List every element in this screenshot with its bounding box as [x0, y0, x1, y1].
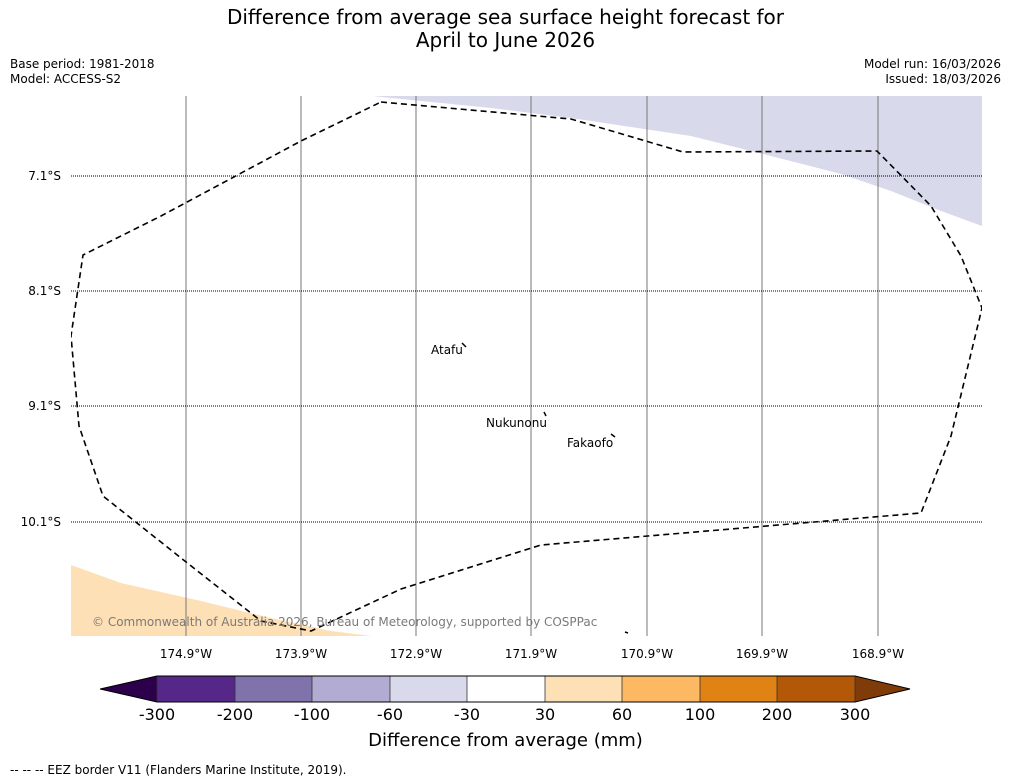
meridian-lines — [185, 96, 879, 636]
colorbar-extend-low — [100, 676, 157, 702]
lon-label-172-9w: 172.9°W — [389, 647, 443, 661]
model-name: Model: ACCESS-S2 — [10, 72, 122, 86]
place-fakaofo: Fakaofo — [567, 436, 614, 450]
parallel-lines — [71, 175, 982, 523]
base-period: Base period: 1981-2018 — [10, 57, 155, 71]
place-nukunonu: Nukunonu — [486, 416, 547, 430]
colorbar-tick-neg300: -300 — [138, 705, 176, 724]
island-atafu — [461, 342, 467, 348]
colorbar-tick-neg30: -30 — [453, 705, 481, 724]
meta-left: Base period: 1981-2018 Model: ACCESS-S2 — [10, 57, 155, 87]
colorbar-bin-1 — [157, 676, 235, 702]
colorbar-tick-neg60: -60 — [376, 705, 404, 724]
eez-border — [71, 101, 982, 632]
place-atafu: Atafu — [431, 343, 463, 357]
map-svg — [71, 96, 982, 636]
lon-label-171-9w: 171.9°W — [504, 647, 558, 661]
colorbar-bin-6 — [545, 676, 622, 702]
lon-label-174-9w: 174.9°W — [159, 647, 213, 661]
colorbar-outline — [100, 675, 911, 703]
lat-label-10-1s: 10.1°S — [20, 515, 61, 529]
issued-date: Issued: 18/03/2026 — [885, 72, 1001, 86]
colorbar-bin-3 — [312, 676, 390, 702]
colorbar-tick-60: 60 — [611, 705, 633, 724]
colorbar-bin-4 — [390, 676, 467, 702]
colorbar-bin-2 — [235, 676, 312, 702]
eez-legend-note: -- -- -- EEZ border V11 (Flanders Marine… — [10, 763, 347, 777]
colorbar-tick-neg100: -100 — [293, 705, 331, 724]
colorbar-bin-5 — [467, 676, 545, 702]
map-panel[interactable] — [71, 96, 982, 636]
island-fakaofo — [610, 433, 616, 438]
colorbar-extend-high — [855, 676, 910, 702]
meta-right: Model run: 16/03/2026 Issued: 18/03/2026 — [864, 57, 1001, 87]
title-line-2: April to June 2026 — [415, 28, 596, 52]
lon-label-170-9w: 170.9°W — [620, 647, 674, 661]
map-title: Difference from average sea surface heig… — [0, 6, 1011, 52]
island-swains — [624, 631, 629, 634]
colorbar-dividers — [156, 676, 856, 702]
anomaly-region-peach — [71, 565, 371, 636]
lon-label-173-9w: 173.9°W — [274, 647, 328, 661]
colorbar-title: Difference from average (mm) — [368, 730, 643, 751]
colorbar-bin-8 — [700, 676, 777, 702]
lat-label-8-1s: 8.1°S — [28, 284, 61, 298]
colorbar-tick-neg200: -200 — [216, 705, 254, 724]
lon-label-168-9w: 168.9°W — [851, 647, 905, 661]
island-nukunonu — [543, 411, 547, 417]
copyright-notice: © Commonwealth of Australia 2026, Bureau… — [92, 615, 598, 629]
colorbar-tick-200: 200 — [761, 705, 793, 724]
colorbar-tick-300: 300 — [839, 705, 871, 724]
colorbar-tick-30: 30 — [534, 705, 556, 724]
colorbar-tick-100: 100 — [684, 705, 716, 724]
colorbar-bin-7 — [622, 676, 700, 702]
model-run: Model run: 16/03/2026 — [863, 57, 1001, 71]
colorbar-bin-9 — [777, 676, 855, 702]
title-line-1: Difference from average sea surface heig… — [226, 5, 785, 29]
colorbar — [100, 675, 911, 703]
lon-label-169-9w: 169.9°W — [735, 647, 789, 661]
lat-label-9-1s: 9.1°S — [28, 399, 61, 413]
lat-label-7-1s: 7.1°S — [28, 169, 61, 183]
anomaly-region-lavender — [373, 96, 982, 226]
